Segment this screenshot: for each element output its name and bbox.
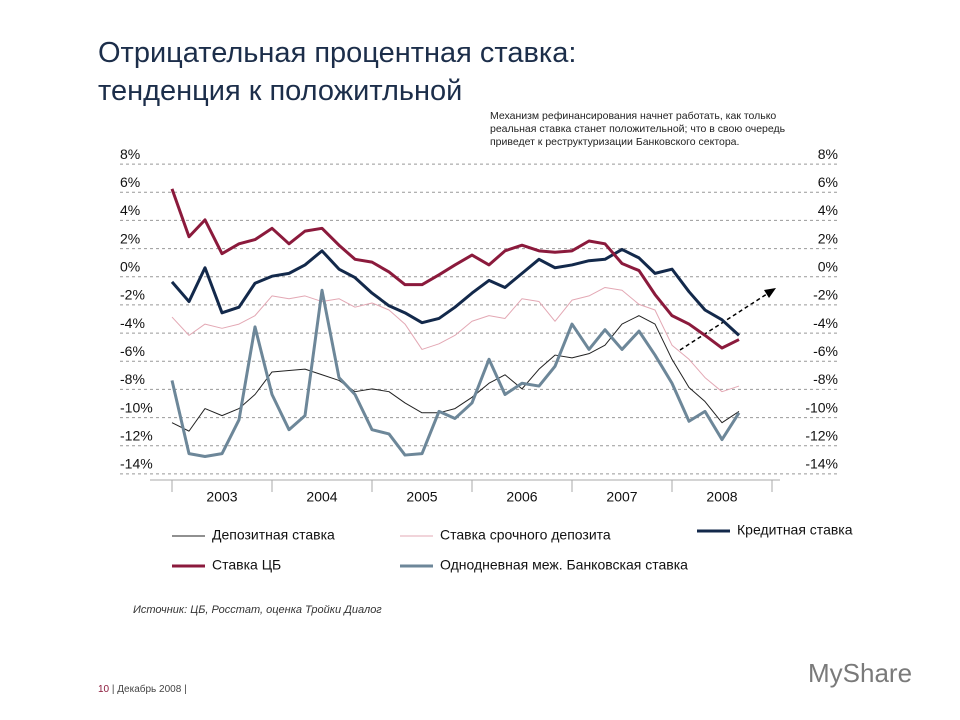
- arrow-head: [764, 288, 776, 298]
- title: Отрицательная процентная ставка: тенденц…: [98, 37, 577, 107]
- y-tick-label: 6%: [120, 174, 140, 190]
- y2-tick-label: -2%: [813, 287, 838, 303]
- y2-tick-label: -8%: [813, 371, 838, 387]
- series-line: [170, 247, 741, 337]
- x-tick-label: 2006: [506, 489, 537, 505]
- y-tick-label: -6%: [120, 343, 145, 359]
- y2-tick-label: -12%: [805, 427, 838, 443]
- legend-label: Однодневная меж. Банковская ставка: [440, 557, 688, 573]
- legend-label: Ставка срочного депозита: [440, 527, 611, 543]
- x-tick-label: 2004: [306, 489, 337, 505]
- date: Декабрь 2008: [117, 684, 182, 695]
- y-tick-label: -2%: [120, 287, 145, 303]
- y2-tick-label: -10%: [805, 399, 838, 415]
- legend-label: Ставка ЦБ: [212, 557, 281, 573]
- series-line: [171, 286, 740, 393]
- y-tick-label: -10%: [120, 399, 153, 415]
- source: Источник: ЦБ, Росстат, оценка Тройки Диа…: [133, 604, 382, 616]
- y-tick-label: -8%: [120, 371, 145, 387]
- y2-tick-label: 8%: [818, 146, 838, 162]
- annotation: Механизм рефинансирования начнет работат…: [490, 110, 800, 149]
- y2-tick-label: -6%: [813, 343, 838, 359]
- x-tick-label: 2005: [406, 489, 437, 505]
- logo: MyShare: [808, 658, 913, 688]
- footer: 10 | Декабрь 2008 |: [98, 684, 187, 695]
- y2-tick-label: -14%: [805, 456, 838, 472]
- legend-label: Депозитная ставка: [212, 527, 335, 543]
- x-tick-label: 2008: [706, 489, 737, 505]
- x-tick-label: 2003: [206, 489, 237, 505]
- y2-tick-label: 6%: [818, 174, 838, 190]
- legend-label: Кредитная ставка: [737, 522, 853, 538]
- series-line: [171, 315, 740, 432]
- series-line: [170, 188, 740, 350]
- page-number: 10: [98, 684, 110, 695]
- series-line: [170, 288, 741, 458]
- y-tick-label: 2%: [120, 230, 140, 246]
- y-tick-label: 0%: [120, 258, 140, 274]
- y2-tick-label: 2%: [818, 230, 838, 246]
- y-tick-label: -12%: [120, 427, 153, 443]
- y-tick-label: 8%: [120, 146, 140, 162]
- x-tick-label: 2007: [606, 489, 637, 505]
- y2-tick-label: 0%: [818, 258, 838, 274]
- arrow: [679, 291, 771, 351]
- y-tick-label: -4%: [120, 315, 145, 331]
- y2-tick-label: -4%: [813, 315, 838, 331]
- y-tick-label: -14%: [120, 456, 153, 472]
- y-tick-label: 4%: [120, 202, 140, 218]
- y2-tick-label: 4%: [818, 202, 838, 218]
